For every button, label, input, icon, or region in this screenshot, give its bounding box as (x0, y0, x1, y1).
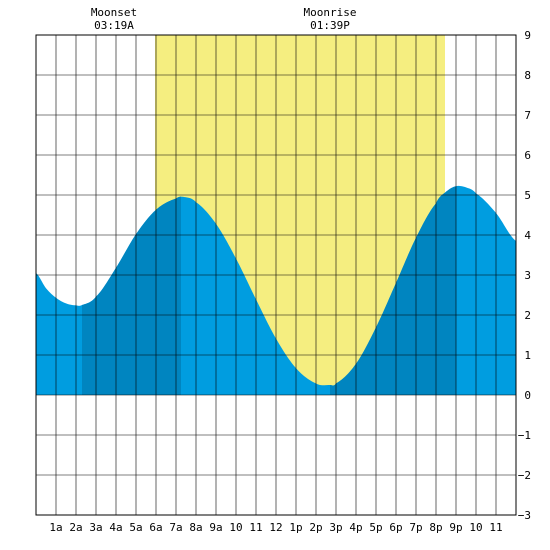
y-tick-label: 3 (524, 269, 531, 282)
y-tick-label: 4 (524, 229, 531, 242)
x-tick-label: 2p (309, 521, 322, 534)
moon-event-name: Moonrise (304, 6, 357, 19)
y-tick-label: −3 (518, 509, 531, 522)
x-tick-label: 1p (289, 521, 302, 534)
y-tick-label: 6 (524, 149, 531, 162)
moon-event-time: 01:39P (310, 19, 350, 32)
x-tick-label: 4a (109, 521, 122, 534)
x-axis-tick-labels: 1a 2a 3a 4a 5a 6a 7a 8a 9a 10 11 12 1p 2p 3p 4p 5p 6p 7p 8p… (49, 521, 502, 534)
x-tick-label: 12 (269, 521, 282, 534)
moon-event-time: 03:19A (94, 19, 134, 32)
x-tick-label: 7a (169, 521, 182, 534)
grid-lines (36, 35, 516, 515)
x-tick-label: 8a (189, 521, 202, 534)
x-tick-label: 11 (489, 521, 502, 534)
x-tick-label: 7p (409, 521, 422, 534)
x-tick-label: 1a (49, 521, 62, 534)
moon-event-name: Moonset (91, 6, 137, 19)
x-tick-label: 11 (249, 521, 262, 534)
y-tick-label: 0 (524, 389, 531, 402)
x-tick-label: 9p (449, 521, 462, 534)
y-axis-tick-labels: 9 8 7 6 5 4 3 2 1 0 −1 −2 −3 (518, 29, 532, 522)
y-tick-label: 7 (524, 109, 531, 122)
y-tick-label: 8 (524, 69, 531, 82)
y-tick-label: −2 (518, 469, 531, 482)
x-tick-label: 3a (89, 521, 102, 534)
y-tick-label: 9 (524, 29, 531, 42)
plot-border (35, 34, 517, 516)
x-tick-label: 3p (329, 521, 342, 534)
x-tick-label: 10 (469, 521, 482, 534)
x-tick-label: 6a (149, 521, 162, 534)
x-tick-label: 4p (349, 521, 362, 534)
x-tick-label: 10 (229, 521, 242, 534)
y-tick-label: 5 (524, 189, 531, 202)
x-tick-label: 6p (389, 521, 402, 534)
y-tick-label: 1 (524, 349, 531, 362)
x-tick-label: 5p (369, 521, 382, 534)
x-tick-label: 2a (69, 521, 82, 534)
y-tick-label: 2 (524, 309, 531, 322)
tide-area-dark-band-2 (330, 186, 456, 395)
y-tick-label: −1 (518, 429, 531, 442)
x-tick-label: 9a (209, 521, 222, 534)
x-tick-label: 5a (129, 521, 142, 534)
x-tick-label: 8p (429, 521, 442, 534)
